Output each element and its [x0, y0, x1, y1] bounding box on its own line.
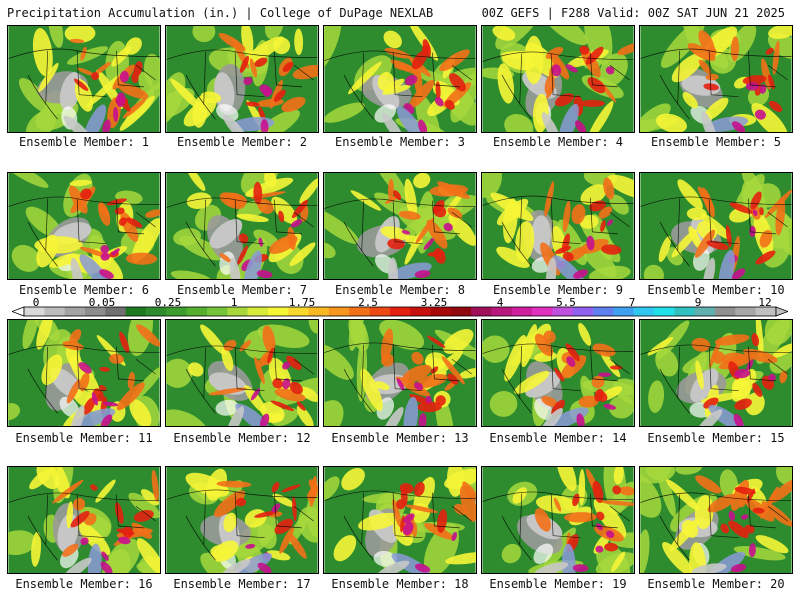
ensemble-panel	[481, 319, 635, 427]
panel-caption: Ensemble Member: 4	[492, 135, 624, 149]
precip-map	[323, 172, 477, 280]
panel-caption: Ensemble Member: 5	[650, 135, 782, 149]
colorbar-tick-label: 1.75	[288, 296, 316, 309]
precip-map	[7, 466, 161, 574]
colorbar-tick-label: 7	[628, 296, 636, 309]
colorbar-tick-label: 4	[496, 296, 504, 309]
product-title: Precipitation Accumulation (in.) | Colle…	[7, 6, 434, 20]
panel-caption: Ensemble Member: 19	[489, 577, 627, 591]
precip-map	[323, 319, 477, 427]
ensemble-panel	[323, 319, 477, 427]
ensemble-panel	[165, 25, 319, 133]
panel-caption: Ensemble Member: 11	[15, 431, 153, 445]
panel-caption: Ensemble Member: 14	[489, 431, 627, 445]
panel-caption: Ensemble Member: 13	[331, 431, 469, 445]
precip-map	[7, 25, 161, 133]
precip-map	[323, 466, 477, 574]
ensemble-panel	[165, 466, 319, 574]
ensemble-panel	[323, 466, 477, 574]
ensemble-panel	[481, 466, 635, 574]
precip-map	[481, 25, 635, 133]
precip-map	[165, 25, 319, 133]
ensemble-panel	[639, 172, 793, 280]
precip-map	[7, 172, 161, 280]
precip-map	[639, 172, 793, 280]
panel-caption: Ensemble Member: 7	[176, 283, 308, 297]
colorbar-tick-label: 12	[758, 296, 772, 309]
colorbar-tick-label: 0	[32, 296, 40, 309]
precip-map	[481, 319, 635, 427]
panel-caption: Ensemble Member: 18	[331, 577, 469, 591]
ensemble-panel	[7, 25, 161, 133]
ensemble-panel	[7, 172, 161, 280]
panel-caption: Ensemble Member: 1	[18, 135, 150, 149]
ensemble-panel	[7, 319, 161, 427]
precip-map	[165, 319, 319, 427]
panel-caption: Ensemble Member: 15	[647, 431, 785, 445]
panel-caption: Ensemble Member: 10	[647, 283, 785, 297]
colorbar-tick-label: 3.25	[420, 296, 448, 309]
ensemble-panel	[481, 25, 635, 133]
panel-caption: Ensemble Member: 6	[18, 283, 150, 297]
colorbar-tick-label: 2.5	[358, 296, 378, 309]
colorbar-labels: 0 0.05 0.25 1 1.75 2.5 3.25 4 5.5 7 9 12	[0, 296, 800, 309]
ensemble-panel	[165, 319, 319, 427]
panel-caption: Ensemble Member: 20	[647, 577, 785, 591]
run-valid-time: 00Z GEFS | F288 Valid: 00Z SAT JUN 21 20…	[481, 6, 785, 20]
panel-caption: Ensemble Member: 16	[15, 577, 153, 591]
panel-caption: Ensemble Member: 12	[173, 431, 311, 445]
panel-caption: Ensemble Member: 2	[176, 135, 308, 149]
panel-caption: Ensemble Member: 9	[492, 283, 624, 297]
colorbar-tick-label: 5.5	[556, 296, 576, 309]
panel-caption: Ensemble Member: 3	[334, 135, 466, 149]
ensemble-panel	[639, 319, 793, 427]
ensemble-panel	[323, 25, 477, 133]
precip-map	[165, 172, 319, 280]
panel-caption: Ensemble Member: 8	[334, 283, 466, 297]
precip-map	[481, 466, 635, 574]
precip-map	[639, 319, 793, 427]
colorbar-tick-label: 9	[694, 296, 702, 309]
ensemble-panel	[639, 25, 793, 133]
ensemble-panel	[323, 172, 477, 280]
precip-map	[7, 319, 161, 427]
ensemble-panel	[481, 172, 635, 280]
colorbar-tick-label: 1	[230, 296, 238, 309]
colorbar-tick-label: 0.25	[154, 296, 182, 309]
precip-map	[165, 466, 319, 574]
ensemble-panel	[639, 466, 793, 574]
precip-map	[639, 25, 793, 133]
ensemble-panel	[7, 466, 161, 574]
precip-map	[481, 172, 635, 280]
precip-map	[323, 25, 477, 133]
precip-map	[639, 466, 793, 574]
ensemble-panel	[165, 172, 319, 280]
panel-caption: Ensemble Member: 17	[173, 577, 311, 591]
precipitation-colorbar	[12, 306, 788, 317]
colorbar-tick-label: 0.05	[88, 296, 116, 309]
